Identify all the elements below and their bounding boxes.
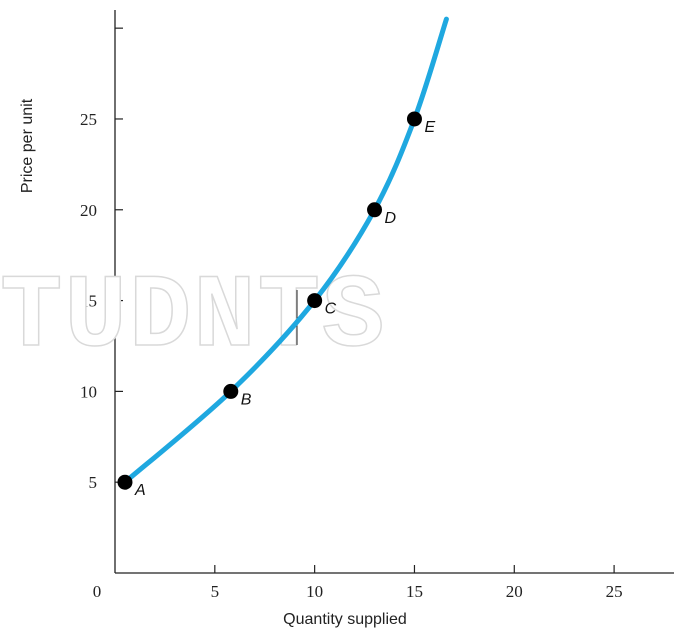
y-tick-label: 20 bbox=[80, 201, 97, 220]
x-tick-label: 5 bbox=[211, 582, 220, 601]
x-tick-label: 20 bbox=[506, 582, 523, 601]
watermark-text: TUDNTS bbox=[0, 259, 386, 377]
point-b bbox=[223, 383, 239, 399]
supply-curve bbox=[122, 16, 449, 485]
x-axis-ticks: 0 5 10 15 20 25 bbox=[93, 565, 623, 601]
point-label-d: D bbox=[385, 210, 397, 227]
x-tick-label: 25 bbox=[606, 582, 623, 601]
point-label-b: B bbox=[241, 391, 252, 408]
point-c bbox=[307, 293, 323, 309]
point-label-c: C bbox=[325, 301, 337, 318]
data-points: A B C D E bbox=[117, 111, 435, 499]
y-tick-label: 25 bbox=[80, 110, 97, 129]
point-e bbox=[406, 111, 422, 127]
point-a bbox=[117, 474, 133, 490]
y-tick-label: 5 bbox=[89, 473, 98, 492]
y-axis-title: Price per unit bbox=[19, 98, 36, 193]
y-tick-label: 15 bbox=[80, 292, 97, 311]
y-axis-ticks: 5 10 15 20 25 bbox=[80, 27, 123, 492]
point-label-e: E bbox=[424, 119, 435, 136]
x-axis-title: Quantity supplied bbox=[283, 611, 407, 628]
x-tick-label: 10 bbox=[306, 582, 323, 601]
x-tick-label: 15 bbox=[406, 582, 423, 601]
point-label-a: A bbox=[134, 482, 146, 499]
point-d bbox=[367, 202, 383, 218]
x-tick-label: 0 bbox=[93, 582, 102, 601]
y-tick-label: 10 bbox=[80, 382, 97, 401]
